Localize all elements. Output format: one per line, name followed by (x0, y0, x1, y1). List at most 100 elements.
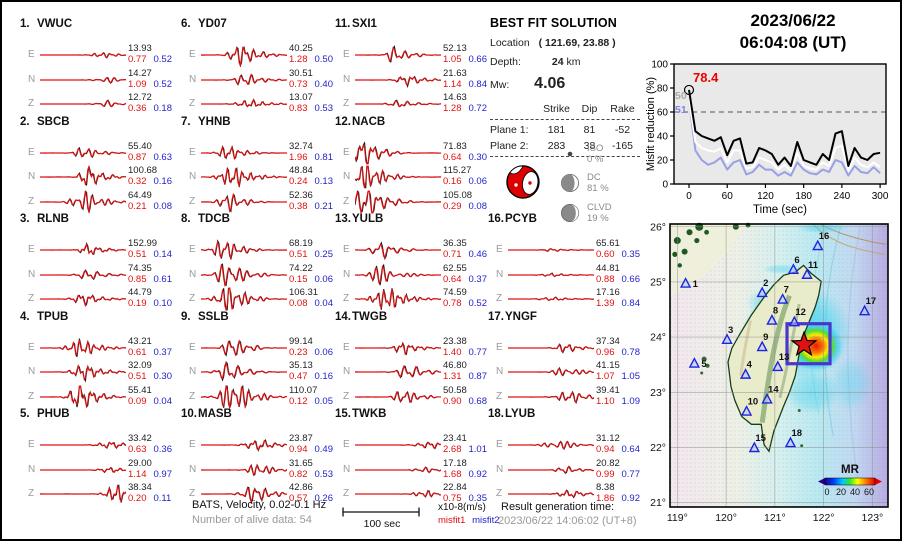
misfit1-value: 1.09 (128, 78, 147, 90)
synthetic-trace (508, 272, 594, 277)
misfit1-value: 0.32 (128, 176, 147, 187)
synthetic-trace (355, 489, 441, 498)
channel-letter: E (189, 244, 196, 255)
map-station-label-6: 6 (794, 255, 799, 266)
misfit2-value: 0.06 (314, 346, 334, 358)
amplitude-value: 32.74 (289, 140, 313, 152)
channel-row-YULB-Z: Z 74.59 0.78 0.52 (335, 287, 493, 311)
channel-row-YHNB-N: N 48.84 0.24 0.13 (181, 165, 339, 189)
channel-letter: Z (28, 98, 35, 109)
lat-label: 24° (650, 332, 666, 344)
synthetic-trace (508, 465, 594, 474)
map-station-label-4: 4 (747, 360, 753, 371)
station-header: 7. YHNB (181, 116, 339, 128)
waveform-RLNB-E (40, 241, 126, 256)
map-station-2 (756, 286, 768, 298)
misfit1-value: 0.29 (443, 200, 462, 212)
station-block-YHNB: 7. YHNB E 32.74 1.96 0.81 N 48.84 0.24 0.13 Z 52.36… (181, 116, 339, 216)
misfit2-value: 0.97 (153, 468, 173, 480)
misfit1-value: 0.83 (289, 103, 308, 114)
waveform-RLNB-N (40, 268, 126, 280)
channel-letter: N (189, 268, 197, 280)
channel-values: 22.84 0.75 0.35 (443, 482, 487, 504)
misfit2-value: 0.04 (153, 395, 173, 407)
misfit-reduction-chart: 0 20 40 60 80 100 0 60 120 180 240 300 78.4 50 51 Misfi… (645, 60, 889, 217)
synthetic-trace (40, 51, 126, 58)
amplitude-unit-label: x10-8(m/s) (438, 502, 486, 513)
channel-values: 17.16 1.39 0.84 (596, 287, 640, 309)
station-code: YHNB (198, 115, 231, 128)
misfit1-value: 1.10 (596, 395, 615, 407)
depth-row: Depth: 24 km (490, 56, 642, 68)
lon-label: 121° (764, 512, 786, 524)
misfit2-value: 0.16 (314, 371, 334, 382)
misfit2-value: 0.21 (314, 200, 334, 212)
synthetic-trace (355, 441, 441, 449)
misfit2-value: 0.72 (468, 103, 488, 114)
synthetic-trace (355, 365, 441, 378)
amplitude-value: 48.84 (289, 165, 313, 176)
station-number: 9. (181, 310, 191, 323)
station-number: 8. (181, 213, 191, 225)
synthetic-trace (201, 361, 287, 380)
synthetic-trace (40, 190, 126, 214)
synthetic-trace (201, 338, 287, 357)
channel-letter: N (189, 73, 197, 85)
station-header: 18.LYUB (488, 408, 646, 420)
amplitude-value: 65.61 (596, 238, 620, 249)
event-date: 2023/06/22 (750, 11, 836, 30)
iso-dot (567, 151, 573, 157)
misfit1-value: 0.21 (128, 200, 147, 212)
misfit2-value: 0.52 (468, 298, 488, 309)
channel-row-SXI1-N: N 21.63 1.14 0.84 (335, 68, 493, 92)
misfit2-value: 0.30 (468, 151, 488, 163)
channel-letter: E (343, 146, 350, 158)
channel-row-YNGF-N: N 41.15 1.07 1.05 (488, 360, 646, 384)
station-header: 3. RLNB (20, 213, 178, 225)
channel-row-MASB-E: E 23.87 0.94 0.49 (181, 433, 339, 457)
iso-text: ISO 0 % (587, 143, 603, 165)
station-number: 2. (20, 115, 30, 128)
amplitude-value: 32.09 (128, 360, 152, 371)
misfit2-value: 0.25 (314, 249, 334, 260)
waveform-TWKB-N (355, 465, 441, 473)
misfit1-value: 0.73 (289, 78, 308, 90)
waveform-SSLB-E (201, 338, 287, 357)
waveform-YNGF-E (508, 342, 594, 354)
channel-values: 32.74 1.96 0.81 (289, 141, 333, 163)
amplitude-value: 43.21 (128, 335, 152, 347)
result-time-label: Result generation time: (501, 501, 615, 513)
misfit1-value: 1.96 (289, 151, 308, 163)
channel-values: 152.99 0.51 0.14 (128, 238, 172, 260)
annotation-50: 50 (675, 90, 687, 102)
channel-row-VWUC-N: N 14.27 1.09 0.52 (20, 68, 178, 92)
x-tick-label: 240 (834, 191, 851, 202)
map-station-label-12: 12 (795, 307, 806, 318)
station-code: TWKB (352, 408, 387, 420)
channel-row-TPUB-E: E 43.21 0.61 0.37 (20, 336, 178, 360)
waveform-VWUC-E (40, 51, 126, 59)
location-row: Location ( 121.69, 23.88 ) (490, 37, 642, 49)
misfit1-value: 0.77 (128, 54, 147, 65)
dc-icon (560, 173, 580, 193)
waveform-SXI1-N (355, 75, 441, 88)
channel-letter: Z (343, 195, 350, 207)
misfit1-value: 0.88 (596, 273, 615, 285)
station-header: 2. SBCB (20, 116, 178, 128)
y-tick-label: 20 (657, 156, 669, 167)
channel-letter: E (189, 49, 196, 60)
col-strike: Strike (543, 103, 570, 115)
channel-values: 44.79 0.19 0.10 (128, 287, 172, 309)
channel-letter: E (189, 146, 196, 158)
plane1-label: Plane 1: (490, 124, 529, 136)
misfit2-value: 1.09 (621, 395, 641, 407)
channel-values: 21.63 1.14 0.84 (443, 68, 487, 90)
colorbar-tick: 0 (824, 487, 829, 497)
channel-letter: N (28, 73, 36, 85)
station-code: VWUC (37, 18, 73, 30)
channel-values: 31.12 0.94 0.64 (596, 433, 640, 455)
synthetic-trace (40, 269, 126, 279)
misfit1-value: 0.85 (128, 273, 147, 285)
waveform-TDCB-E (201, 239, 287, 260)
channel-row-RLNB-E: E 152.99 0.51 0.14 (20, 238, 178, 262)
